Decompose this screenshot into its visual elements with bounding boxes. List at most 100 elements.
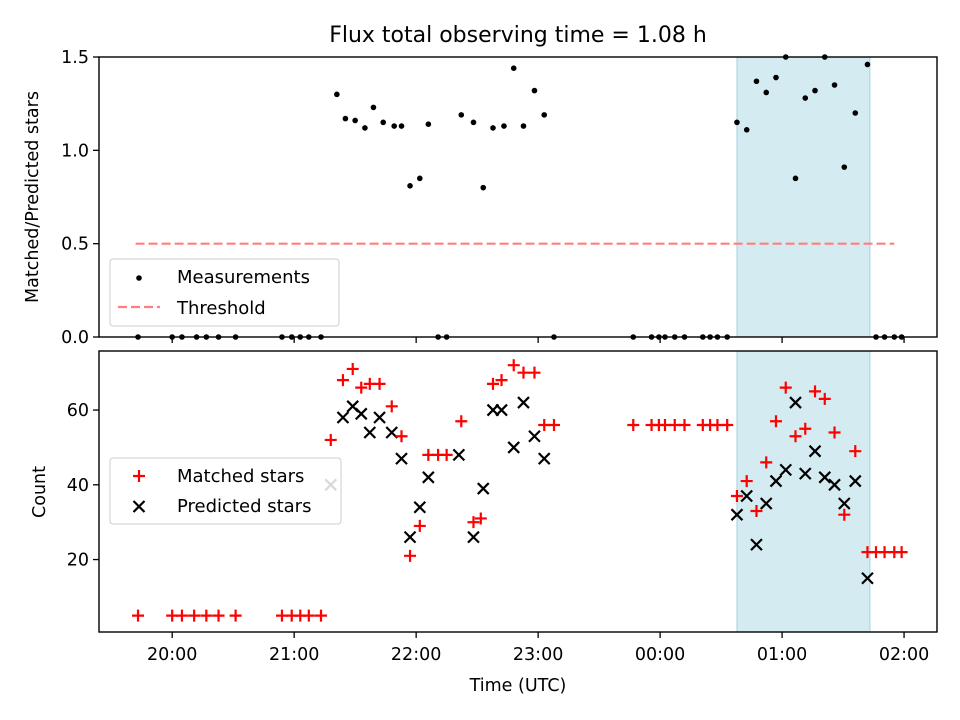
matched-star-point: [750, 504, 763, 517]
measurement-point: [480, 184, 487, 191]
predicted-star-point: [848, 474, 862, 488]
bottom-y-tick-label: 60: [67, 401, 89, 421]
x-tick-label: 20:00: [147, 645, 197, 665]
measurement-point: [541, 112, 548, 118]
measurement-point: [458, 112, 465, 118]
predicted-star-point: [528, 429, 541, 443]
predicted-star-point: [740, 489, 753, 503]
measurement-point: [425, 121, 432, 127]
matched-star-point: [809, 385, 822, 398]
bottom-y-tick-label: 20: [67, 551, 89, 571]
predicted-star-point: [798, 467, 812, 480]
x-tick-label: 01:00: [757, 645, 807, 665]
measurement-point: [734, 119, 740, 126]
matched-star-point: [486, 377, 499, 390]
predicted-star-point: [403, 530, 417, 544]
predicted-star-point: [476, 482, 490, 495]
matched-star-point: [721, 419, 734, 432]
matched-star-point: [818, 392, 831, 405]
top-panel: 0.0 0.5 1.0 1.5 Matched/Predicted stars Mea…: [23, 48, 938, 348]
predicted-star-point: [789, 396, 802, 409]
matched-star-point: [730, 490, 743, 503]
legend-matched-marker: [133, 470, 145, 482]
measurement-point: [417, 175, 423, 182]
predicted-stars-points: [324, 396, 874, 585]
x-tick-label: 22:00: [391, 645, 441, 665]
matched-star-point: [175, 609, 188, 622]
predicted-star-point: [395, 452, 408, 465]
bottom-axes-frame: [98, 350, 938, 633]
predicted-star-point: [779, 463, 793, 477]
x-tick-label: 23:00: [513, 645, 563, 665]
matched-star-point: [474, 512, 487, 525]
top-y-ticks: 0.0 0.5 1.0 1.5: [61, 48, 99, 348]
bottom-x-ticks: 20:00 21:00 22:00 23:00 00:00 01:00 02:00: [147, 632, 929, 665]
measurement-point: [763, 89, 770, 96]
predicted-star-point: [808, 444, 822, 458]
matched-star-point: [413, 519, 426, 532]
measurement-point: [792, 175, 799, 182]
predicted-star-point: [336, 411, 350, 424]
predicted-star-point: [373, 411, 386, 424]
measurement-point: [841, 164, 848, 170]
measurement-point: [352, 117, 358, 124]
measurement-points: [135, 54, 905, 340]
legend-threshold-label: Threshold: [176, 298, 266, 319]
matched-star-point: [395, 430, 408, 443]
matched-star-point: [547, 419, 560, 432]
bottom-panel: 20 40 60 20:00 21:00 22:00 23:00 00:00 01:00 02:…: [30, 350, 938, 696]
measurement-point: [407, 183, 413, 189]
predicted-star-point: [363, 426, 377, 439]
predicted-star-point: [818, 471, 832, 484]
bottom-legend: Matched stars Predicted stars: [109, 457, 342, 525]
top-highlight-span: [736, 56, 871, 338]
top-y-tick-label: 0.5: [61, 235, 89, 255]
matched-star-point: [455, 415, 468, 428]
matched-star-point: [495, 374, 508, 387]
predicted-star-point: [385, 426, 399, 439]
bottom-legend-box: [109, 457, 342, 525]
matched-star-point: [467, 516, 480, 529]
measurement-point: [501, 123, 507, 129]
measurement-point: [531, 87, 538, 94]
predicted-star-point: [828, 478, 841, 492]
measurement-point: [398, 123, 405, 129]
measurement-point: [743, 127, 750, 133]
measurement-point: [470, 119, 477, 126]
matched-star-point: [769, 415, 782, 428]
measurement-point: [852, 110, 859, 116]
bottom-y-axis-label: Count: [30, 466, 50, 518]
legend-measurements-marker: [136, 275, 142, 281]
predicted-star-point: [354, 407, 368, 421]
top-y-axis-label: Matched/Predicted stars: [23, 91, 43, 303]
measurement-point: [864, 61, 871, 68]
matched-star-point: [678, 419, 691, 432]
predicted-star-point: [507, 441, 521, 454]
top-y-tick-label: 0.0: [61, 328, 89, 348]
measurement-point: [802, 95, 809, 101]
top-x-ticks: [171, 337, 905, 343]
predicted-star-point: [517, 396, 530, 409]
matched-star-point: [517, 366, 530, 379]
matched-star-point: [336, 374, 349, 387]
bottom-y-tick-label: 40: [67, 476, 89, 496]
predicted-star-point: [730, 508, 744, 521]
matched-star-point: [507, 359, 520, 372]
matched-star-point: [838, 508, 851, 521]
matched-stars-points: [132, 359, 908, 622]
matched-star-point: [346, 362, 359, 375]
matched-star-point: [440, 448, 453, 461]
matched-star-point: [188, 609, 201, 622]
matched-star-point: [212, 609, 225, 622]
matched-star-point: [355, 381, 368, 394]
matched-star-point: [740, 475, 753, 488]
measurement-point: [490, 125, 496, 131]
measurement-point: [334, 91, 340, 98]
measurement-point: [753, 78, 760, 85]
matched-star-point: [385, 400, 398, 413]
matched-star-point: [229, 609, 242, 622]
x-tick-label: 21:00: [269, 645, 319, 665]
figure-title: Flux total observing time = 1.08 h: [329, 23, 707, 48]
measurement-point: [773, 74, 779, 81]
top-axes-frame: [98, 56, 938, 338]
